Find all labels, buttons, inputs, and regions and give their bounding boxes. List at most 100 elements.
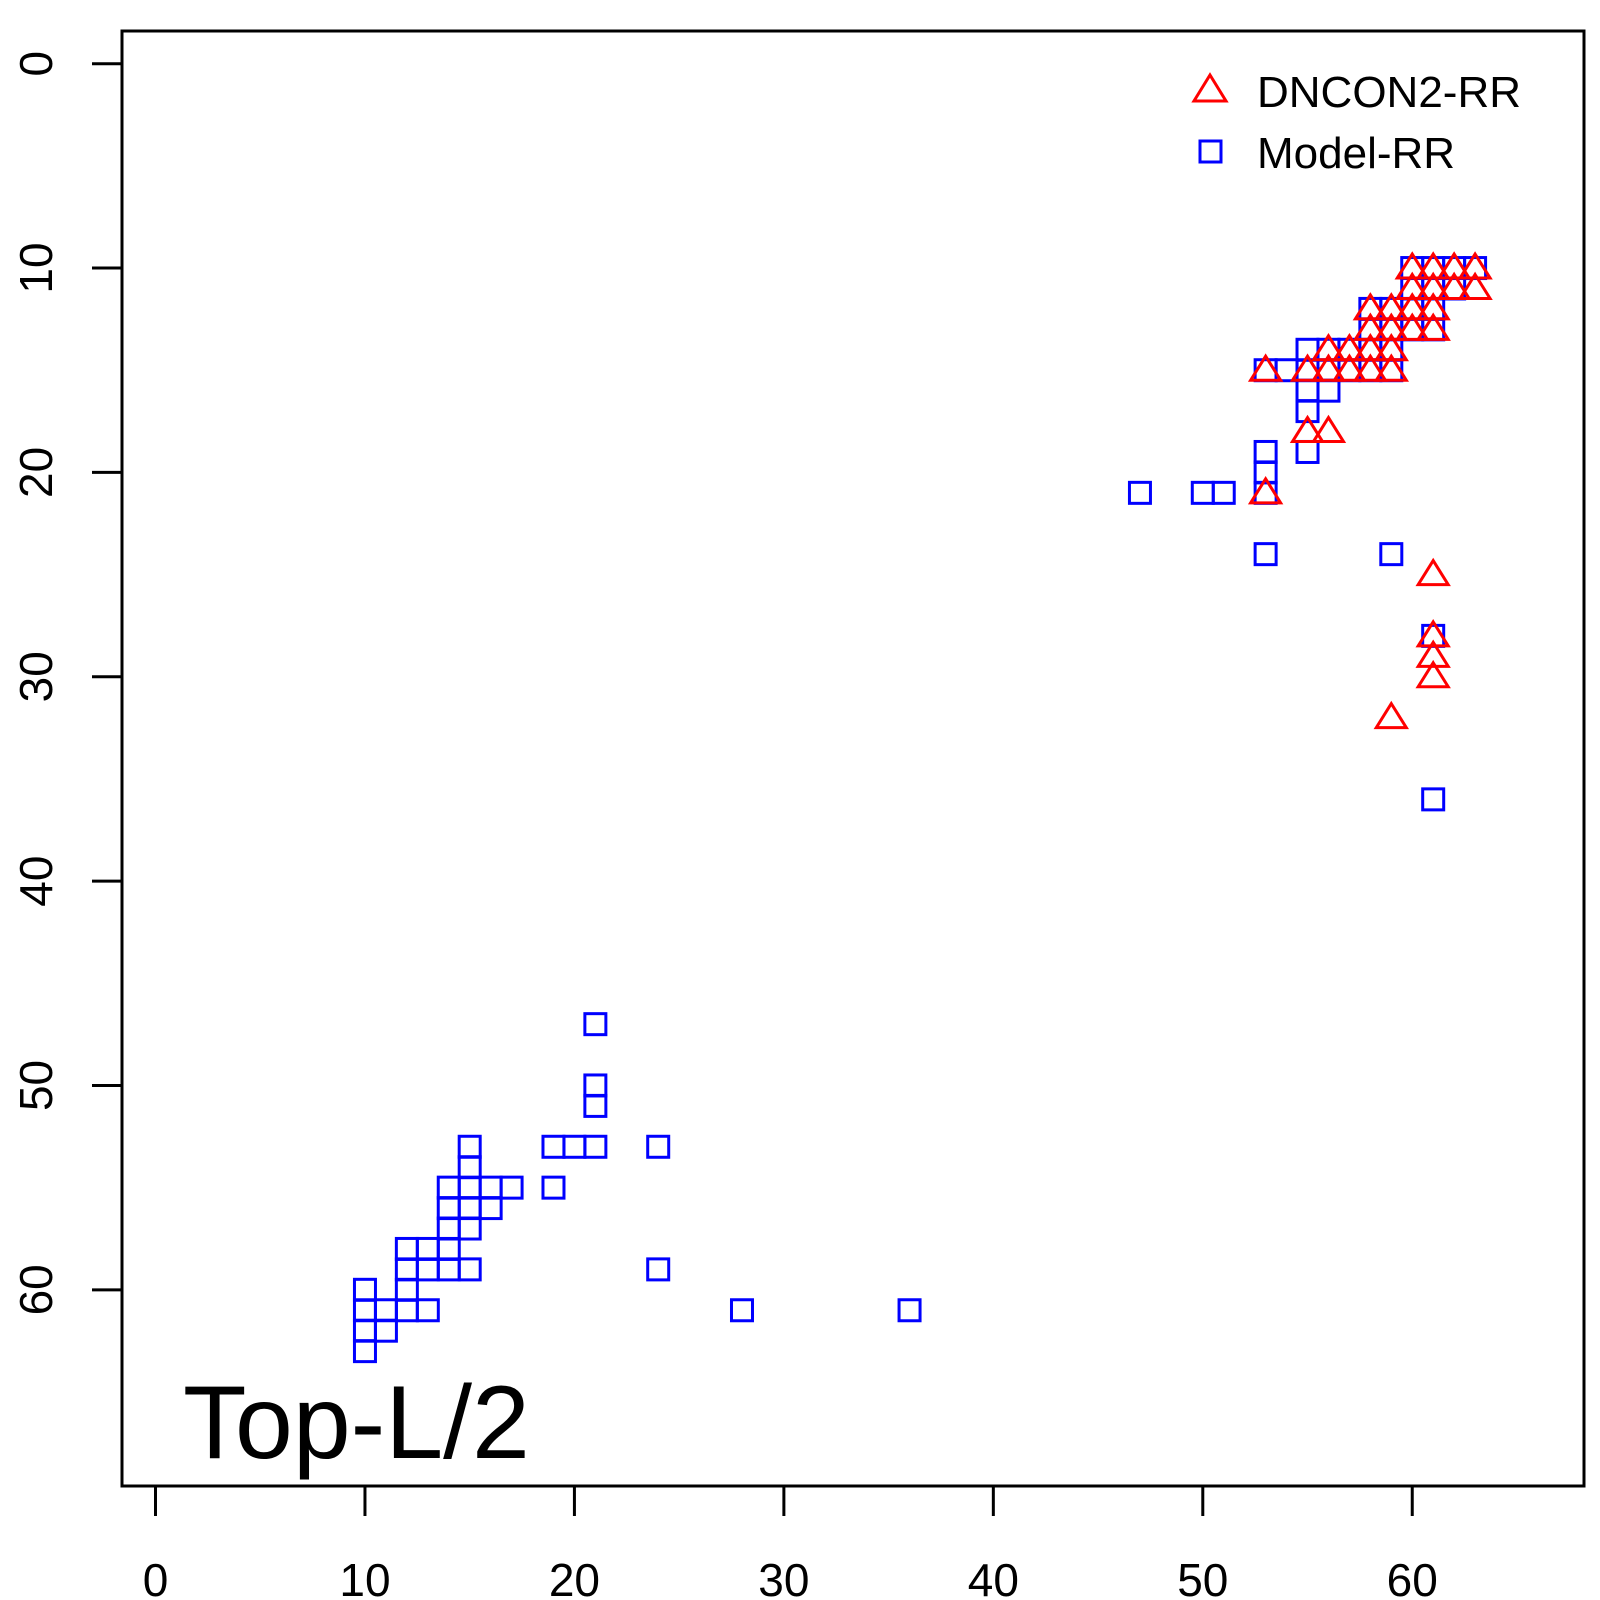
legend-triangle-icon — [1191, 72, 1229, 103]
model-rr-point — [436, 1257, 461, 1282]
dncon2-rr-point — [1352, 353, 1389, 382]
x-axis: 0 10 20 30 40 50 60 — [143, 1484, 1438, 1600]
legend-square-icon — [1198, 139, 1223, 164]
dncon2-rr-point — [1415, 271, 1451, 300]
dncon2-rr-point — [1415, 619, 1451, 648]
model-rr-point — [478, 1175, 503, 1200]
model-rr-point — [583, 1012, 608, 1037]
y-tick-label: 40 — [10, 856, 62, 907]
model-rr-point — [1295, 399, 1320, 424]
x-tick-label: 60 — [1387, 1554, 1438, 1600]
dncon2-rr-point — [1352, 312, 1389, 341]
y-tick-label: 50 — [10, 1060, 62, 1111]
model-rr-point — [1190, 480, 1215, 505]
y-tick-label: 30 — [10, 651, 62, 702]
dncon2-rr-point — [1331, 332, 1368, 362]
plot-frame — [120, 29, 1586, 1488]
model-rr-point — [415, 1257, 440, 1282]
model-rr-point — [541, 1175, 566, 1200]
x-tick-label: 20 — [549, 1554, 600, 1600]
model-rr-point — [436, 1216, 461, 1241]
dncon2-rr-point — [1352, 292, 1389, 321]
model-rr-point — [436, 1236, 461, 1261]
dncon2-rr-point — [1373, 332, 1410, 362]
dncon2-rr-point — [1457, 271, 1493, 300]
model-rr-point — [583, 1073, 608, 1098]
model-rr-point — [583, 1093, 608, 1118]
x-tick-label: 30 — [758, 1554, 809, 1600]
model-rr-point — [352, 1298, 377, 1323]
dncon2-rr-point — [1436, 271, 1472, 300]
model-rr-point — [499, 1175, 524, 1200]
model-rr-point — [394, 1298, 419, 1323]
model-rr-point — [457, 1175, 482, 1200]
dncon2-rr-point — [1247, 476, 1284, 505]
model-rr-point — [436, 1175, 461, 1200]
dncon2-rr-point — [1373, 353, 1410, 382]
dncon2-rr-point — [1289, 414, 1326, 444]
model-rr-point — [394, 1277, 419, 1302]
y-tick-label: 10 — [10, 242, 62, 293]
dncon2-rr-point — [1289, 353, 1326, 382]
model-rr-point — [457, 1134, 482, 1159]
x-tick-label: 50 — [1177, 1554, 1228, 1600]
dncon2-rr-point — [1247, 353, 1284, 382]
model-rr-point — [1127, 480, 1152, 505]
model-rr-point — [352, 1318, 377, 1343]
dncon2-rr-point — [1457, 251, 1493, 280]
model-rr-point — [646, 1134, 671, 1159]
model-rr-series — [352, 256, 1488, 1364]
model-rr-point — [1316, 378, 1341, 403]
dncon2-rr-series — [1247, 251, 1493, 730]
dncon2-rr-point — [1310, 414, 1347, 444]
model-rr-point — [352, 1277, 377, 1302]
dncon2-rr-point — [1310, 332, 1347, 362]
model-rr-point — [1295, 439, 1320, 464]
legend-label-dncon2: DNCON2-RR — [1257, 68, 1521, 117]
legend-label-model: Model-RR — [1257, 129, 1455, 178]
model-rr-point — [373, 1318, 398, 1343]
model-rr-point — [457, 1257, 482, 1282]
dncon2-rr-point — [1394, 271, 1430, 300]
dncon2-rr-point — [1331, 353, 1368, 382]
y-tick-label: 60 — [10, 1264, 62, 1315]
y-axis: 0 10 20 30 40 50 60 — [10, 51, 124, 1315]
dncon2-rr-point — [1310, 353, 1347, 382]
y-tick-label: 20 — [10, 447, 62, 498]
legend: DNCON2-RR Model-RR — [1191, 68, 1521, 178]
model-rr-point — [562, 1134, 587, 1159]
dncon2-rr-point — [1415, 251, 1451, 280]
annotation-label: Top-L/2 — [183, 1365, 530, 1481]
model-rr-point — [646, 1257, 671, 1282]
model-rr-point — [1295, 378, 1320, 403]
dncon2-rr-point — [1415, 312, 1451, 341]
model-rr-point — [1211, 480, 1236, 505]
dncon2-rr-point — [1394, 312, 1430, 341]
model-rr-point — [457, 1196, 482, 1221]
model-rr-point — [436, 1196, 461, 1221]
x-tick-label: 0 — [143, 1554, 169, 1600]
model-rr-point — [1379, 542, 1404, 567]
model-rr-point — [541, 1134, 566, 1159]
dncon2-rr-point — [1394, 251, 1430, 280]
model-rr-point — [457, 1216, 482, 1241]
dncon2-rr-point — [1415, 557, 1451, 587]
dncon2-rr-point — [1373, 312, 1410, 341]
model-rr-point — [394, 1236, 419, 1261]
dncon2-rr-point — [1436, 251, 1472, 280]
model-rr-point — [583, 1134, 608, 1159]
model-rr-point — [1253, 439, 1278, 464]
model-rr-point — [373, 1298, 398, 1323]
model-rr-point — [1421, 787, 1446, 812]
dncon2-rr-point — [1415, 292, 1451, 321]
dncon2-rr-point — [1415, 659, 1451, 689]
model-rr-point — [352, 1339, 377, 1364]
x-tick-label: 40 — [968, 1554, 1019, 1600]
model-rr-point — [1253, 542, 1278, 567]
model-rr-point — [729, 1298, 754, 1323]
dncon2-rr-point — [1415, 639, 1451, 668]
dncon2-rr-point — [1373, 292, 1410, 321]
model-rr-point — [415, 1298, 440, 1323]
model-rr-point — [457, 1155, 482, 1180]
